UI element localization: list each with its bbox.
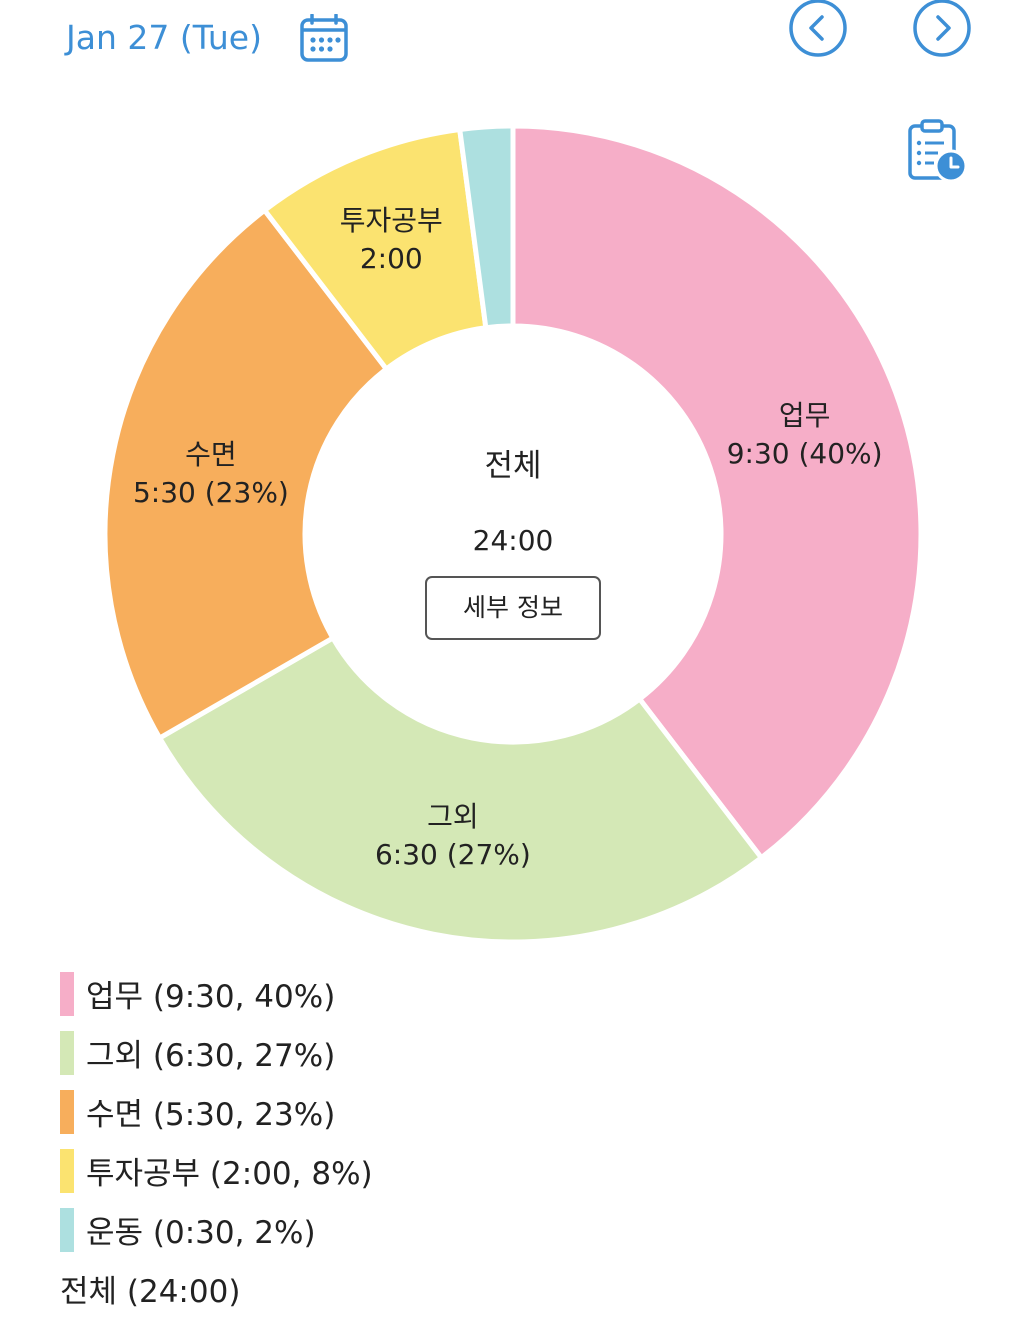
chevron-left-circle-icon xyxy=(789,0,847,57)
slice-label-value: 5:30 (23%) xyxy=(133,476,289,509)
donut-slice[interactable] xyxy=(102,206,390,742)
legend: 업무 (9:30, 40%) 그외 (6:30, 27%) 수면 (5:30, … xyxy=(60,964,660,1318)
next-day-button[interactable] xyxy=(912,0,972,60)
chevron-right-circle-icon xyxy=(913,0,971,57)
slice-label-name: 그외 xyxy=(427,800,479,833)
legend-item: 그외 (6:30, 27%) xyxy=(60,1023,660,1082)
donut-slice[interactable] xyxy=(156,634,765,945)
slice-label-name: 수면 xyxy=(185,438,237,471)
legend-label: 수면 (5:30, 23%) xyxy=(86,1097,336,1133)
slice-label: 업무 9:30 (40%) xyxy=(727,399,883,470)
slice-label-value: 9:30 (40%) xyxy=(727,437,883,470)
legend-swatch xyxy=(60,971,74,1016)
legend-swatch xyxy=(60,1030,74,1075)
legend-item: 수면 (5:30, 23%) xyxy=(60,1082,660,1141)
donut-slice[interactable] xyxy=(510,123,924,862)
slice-label: 그외 6:30 (27%) xyxy=(375,800,531,871)
center-total: 24:00 xyxy=(472,524,554,557)
slice-label: 수면 5:30 (23%) xyxy=(133,438,289,509)
legend-swatch xyxy=(60,1148,74,1193)
legend-label: 운동 (0:30, 2%) xyxy=(86,1215,316,1251)
donut-slice[interactable] xyxy=(456,123,516,331)
calendar-icon[interactable] xyxy=(298,13,350,64)
center-title: 전체 xyxy=(484,448,542,484)
slice-label: 투자공부 2:00 xyxy=(340,204,443,275)
date-label[interactable]: Jan 27 (Tue) xyxy=(66,18,262,57)
legend-label: 그외 (6:30, 27%) xyxy=(86,1038,336,1074)
legend-label: 투자공부 (2:00, 8%) xyxy=(86,1156,373,1192)
header: Jan 27 (Tue) xyxy=(0,0,1026,80)
legend-swatch xyxy=(60,1089,74,1134)
donut-chart-svg: 업무 9:30 (40%) 그외 6:30 (27%) 수면 5:30 (23%) 투자공부… xyxy=(102,123,924,945)
slice-label-name: 업무 xyxy=(779,399,831,432)
legend-label: 업무 (9:30, 40%) xyxy=(86,979,336,1015)
legend-item: 업무 (9:30, 40%) xyxy=(60,964,660,1023)
legend-item: 투자공부 (2:00, 8%) xyxy=(60,1141,660,1200)
slice-label-value: 2:00 xyxy=(360,242,423,275)
detail-info-button[interactable]: 세부 정보 xyxy=(425,576,601,640)
prev-day-button[interactable] xyxy=(788,0,848,60)
legend-swatch xyxy=(60,1207,74,1252)
clipboard-clock-icon[interactable] xyxy=(904,118,970,184)
slice-label-value: 6:30 (27%) xyxy=(375,838,531,871)
legend-item: 운동 (0:30, 2%) xyxy=(60,1200,660,1259)
legend-total: 전체 (24:00) xyxy=(60,1274,241,1310)
slice-label-name: 투자공부 xyxy=(340,204,443,237)
donut-chart: 업무 9:30 (40%) 그외 6:30 (27%) 수면 5:30 (23%) 투자공부… xyxy=(0,100,1026,960)
